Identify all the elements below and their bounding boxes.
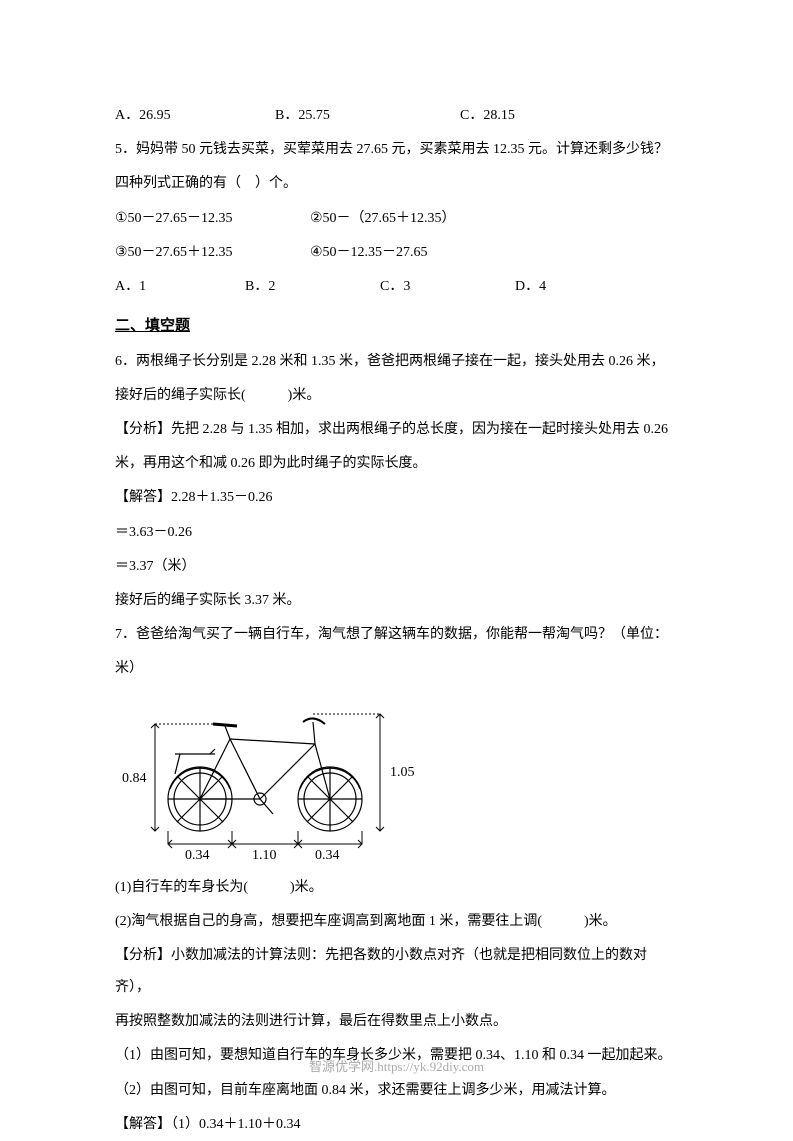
q7-analysis1: 【分析】小数加减法的计算法则：先把各数的小数点对齐（也就是把相同数位上的数对齐）… <box>115 940 678 1004</box>
q7-line1: 7．爸爸给淘气买了一辆自行车，淘气想了解这辆车的数据，你能帮一帮淘气吗？（单位： <box>115 619 678 651</box>
q7-sub2: (2)淘气根据自己的身高，想要把车座调高到离地面 1 米，需要往上调( )米。 <box>115 906 678 938</box>
q7-line2: 米） <box>115 653 678 685</box>
q6-solve4: 接好后的绳子实际长 3.37 米。 <box>115 585 678 617</box>
bike-label-w2: 1.10 <box>252 848 277 863</box>
q5-line1: 5．妈妈带 50 元钱去买菜，买荤菜用去 27.65 元，买素菜用去 12.35… <box>115 134 678 166</box>
page-footer: 智源优学网.https://yk.92diy.com <box>0 1052 793 1082</box>
q6-analysis2: 米，再用这个和减 0.26 即为此时绳子的实际长度。 <box>115 448 678 480</box>
bike-label-right: 1.05 <box>390 765 415 780</box>
q5-line2: 四种列式正确的有（ ）个。 <box>115 168 678 200</box>
q7-sub1: (1)自行车的车身长为( )米。 <box>115 872 678 904</box>
q5-opt4: ④50－12.35－27.65 <box>310 237 510 269</box>
bike-label-w3: 0.34 <box>315 848 340 863</box>
q7-analysis2: 再按照整数加减法的法则进行计算，最后在得数里点上小数点。 <box>115 1006 678 1038</box>
section2-title: 二、填空题 <box>115 309 678 344</box>
q5-opts-row1: ①50－27.65－12.35 ②50－（27.65＋12.35） <box>115 203 678 235</box>
q5-opts-row2: ③50－27.65＋12.35 ④50－12.35－27.65 <box>115 237 678 269</box>
q4-opt-b: B．25.75 <box>275 100 460 132</box>
q5-ans-c: C．3 <box>380 271 515 303</box>
bike-label-left: 0.84 <box>122 771 147 786</box>
q4-opt-c: C．28.15 <box>460 100 590 132</box>
q6-solve2: ＝3.63－0.26 <box>115 517 678 549</box>
bike-svg: 0.84 1.05 0.34 1.10 0.34 <box>115 694 425 864</box>
q6-line2: 接好后的绳子实际长( )米。 <box>115 380 678 412</box>
q4-opt-a: A．26.95 <box>115 100 275 132</box>
bike-diagram: 0.84 1.05 0.34 1.10 0.34 <box>115 694 425 864</box>
q5-ans-b: B．2 <box>245 271 380 303</box>
q5-opt1: ①50－27.65－12.35 <box>115 203 310 235</box>
q6-solve3: ＝3.37（米） <box>115 551 678 583</box>
q5-opt3: ③50－27.65＋12.35 <box>115 237 310 269</box>
q5-ans-d: D．4 <box>515 271 615 303</box>
q6-solve1: 【解答】2.28＋1.35－0.26 <box>115 482 678 514</box>
q7-solve1: 【解答】（1）0.34＋1.10＋0.34 <box>115 1109 678 1141</box>
q4-options: A．26.95 B．25.75 C．28.15 <box>115 100 678 132</box>
bike-label-w1: 0.34 <box>185 848 210 863</box>
q5-ans-a: A．1 <box>115 271 245 303</box>
q6-line1: 6．两根绳子长分别是 2.28 米和 1.35 米，爸爸把两根绳子接在一起，接头… <box>115 346 678 378</box>
q6-analysis1: 【分析】先把 2.28 与 1.35 相加，求出两根绳子的总长度，因为接在一起时… <box>115 414 678 446</box>
q5-opt2: ②50－（27.65＋12.35） <box>310 203 510 235</box>
q5-answers: A．1 B．2 C．3 D．4 <box>115 271 678 303</box>
